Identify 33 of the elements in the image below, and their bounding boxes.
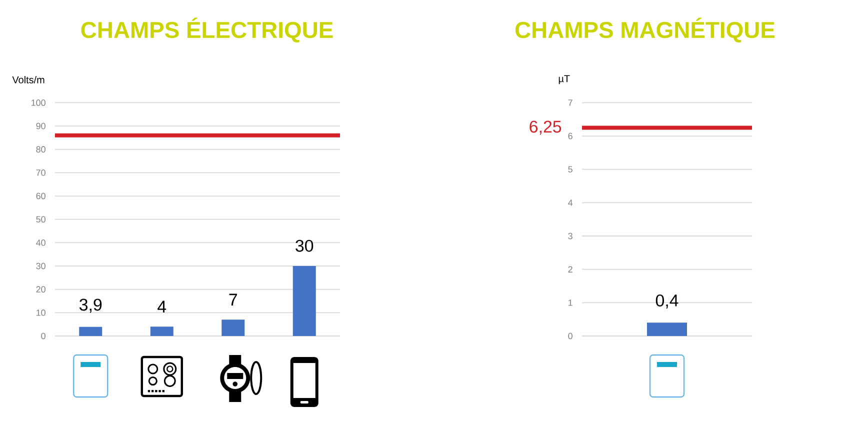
ref-line-label: 6,25 (530, 120, 562, 135)
y-tick-label: 80 (36, 146, 46, 153)
y-tick-label: 4 (568, 200, 573, 206)
y-tick-label: 6 (568, 132, 572, 140)
y-tick-label: 0 (568, 332, 572, 340)
bar (79, 326, 102, 336)
bar (292, 266, 316, 336)
y-tick-label: 50 (36, 216, 46, 223)
y-tick-label: 40 (36, 240, 46, 246)
y-tick-label: 90 (36, 122, 46, 130)
y-axis-title: Volts/m (12, 76, 44, 84)
y-tick-label: 20 (36, 286, 46, 293)
y-tick-label: 7 (568, 100, 572, 106)
y-tick-label: 3 (568, 232, 572, 240)
chart-title: CHAMPS ÉLECTRIQUE (81, 18, 333, 42)
data-label: 0,4 (656, 294, 678, 308)
data-label: 3,9 (79, 298, 102, 313)
bar (150, 326, 174, 336)
y-tick-label: 0 (41, 332, 46, 340)
y-tick-label: 100 (32, 100, 46, 106)
y-tick-label: 10 (36, 309, 46, 316)
data-label: 30 (296, 240, 314, 252)
y-tick-label: 70 (36, 170, 46, 176)
y-tick-label: 30 (36, 262, 46, 270)
bar (222, 320, 245, 336)
y-tick-label: 2 (568, 266, 572, 272)
y-axis-title: µT (558, 75, 570, 84)
y-tick-label: 60 (36, 192, 46, 200)
data-label: 7 (229, 294, 237, 306)
chart-title: CHAMPS MAGNÉTIQUE (515, 18, 775, 42)
data-label: 4 (158, 300, 166, 312)
y-tick-label: 1 (568, 300, 572, 306)
y-tick-label: 5 (568, 166, 572, 172)
